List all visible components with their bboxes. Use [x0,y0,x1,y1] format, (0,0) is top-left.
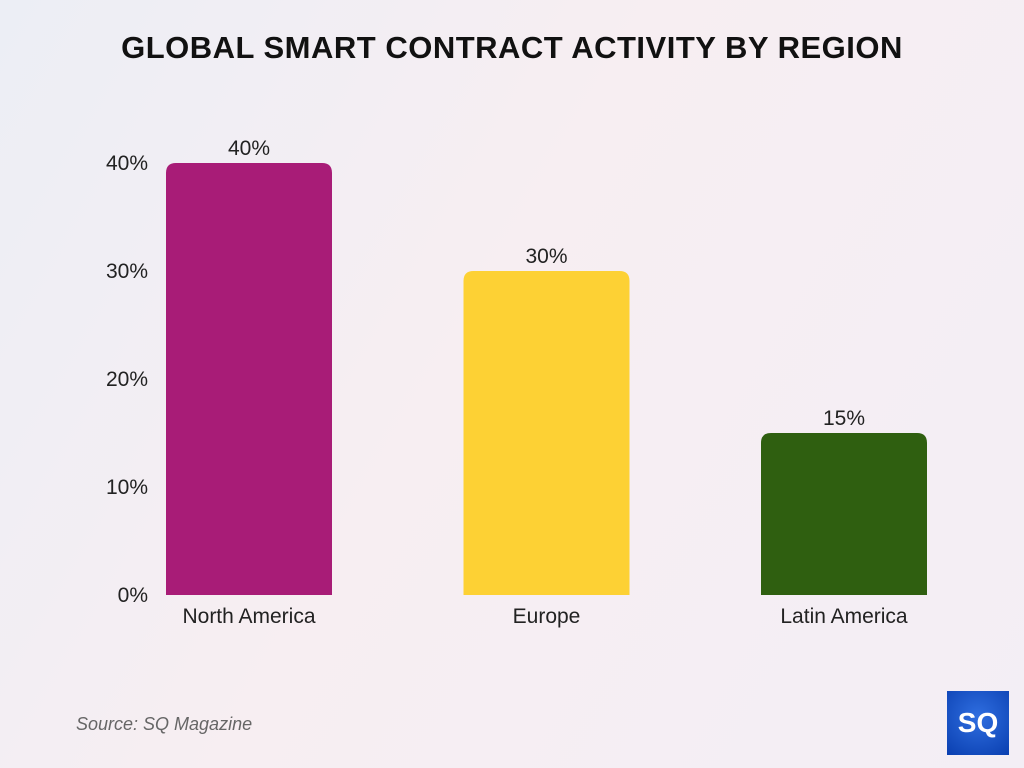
source-note: Source: SQ Magazine [76,714,253,734]
bar-north-america [166,163,332,595]
data-label: 15% [823,407,865,430]
chart-title: GLOBAL SMART CONTRACT ACTIVITY BY REGION [121,30,903,65]
y-tick-label: 30% [106,260,148,283]
x-tick-label: North America [182,605,315,628]
sq-logo: SQ [947,691,1009,755]
bar-europe [463,271,630,595]
y-tick-label: 10% [106,476,148,499]
data-label: 40% [228,137,270,160]
x-tick-label: Europe [513,605,581,628]
data-label: 30% [525,245,567,268]
bar-latin-america [761,433,927,595]
y-tick-label: 0% [118,584,148,607]
x-tick-label: Latin America [780,605,908,628]
y-tick-label: 40% [106,152,148,175]
logo-text: SQ [957,707,999,738]
y-tick-label: 20% [106,368,148,391]
